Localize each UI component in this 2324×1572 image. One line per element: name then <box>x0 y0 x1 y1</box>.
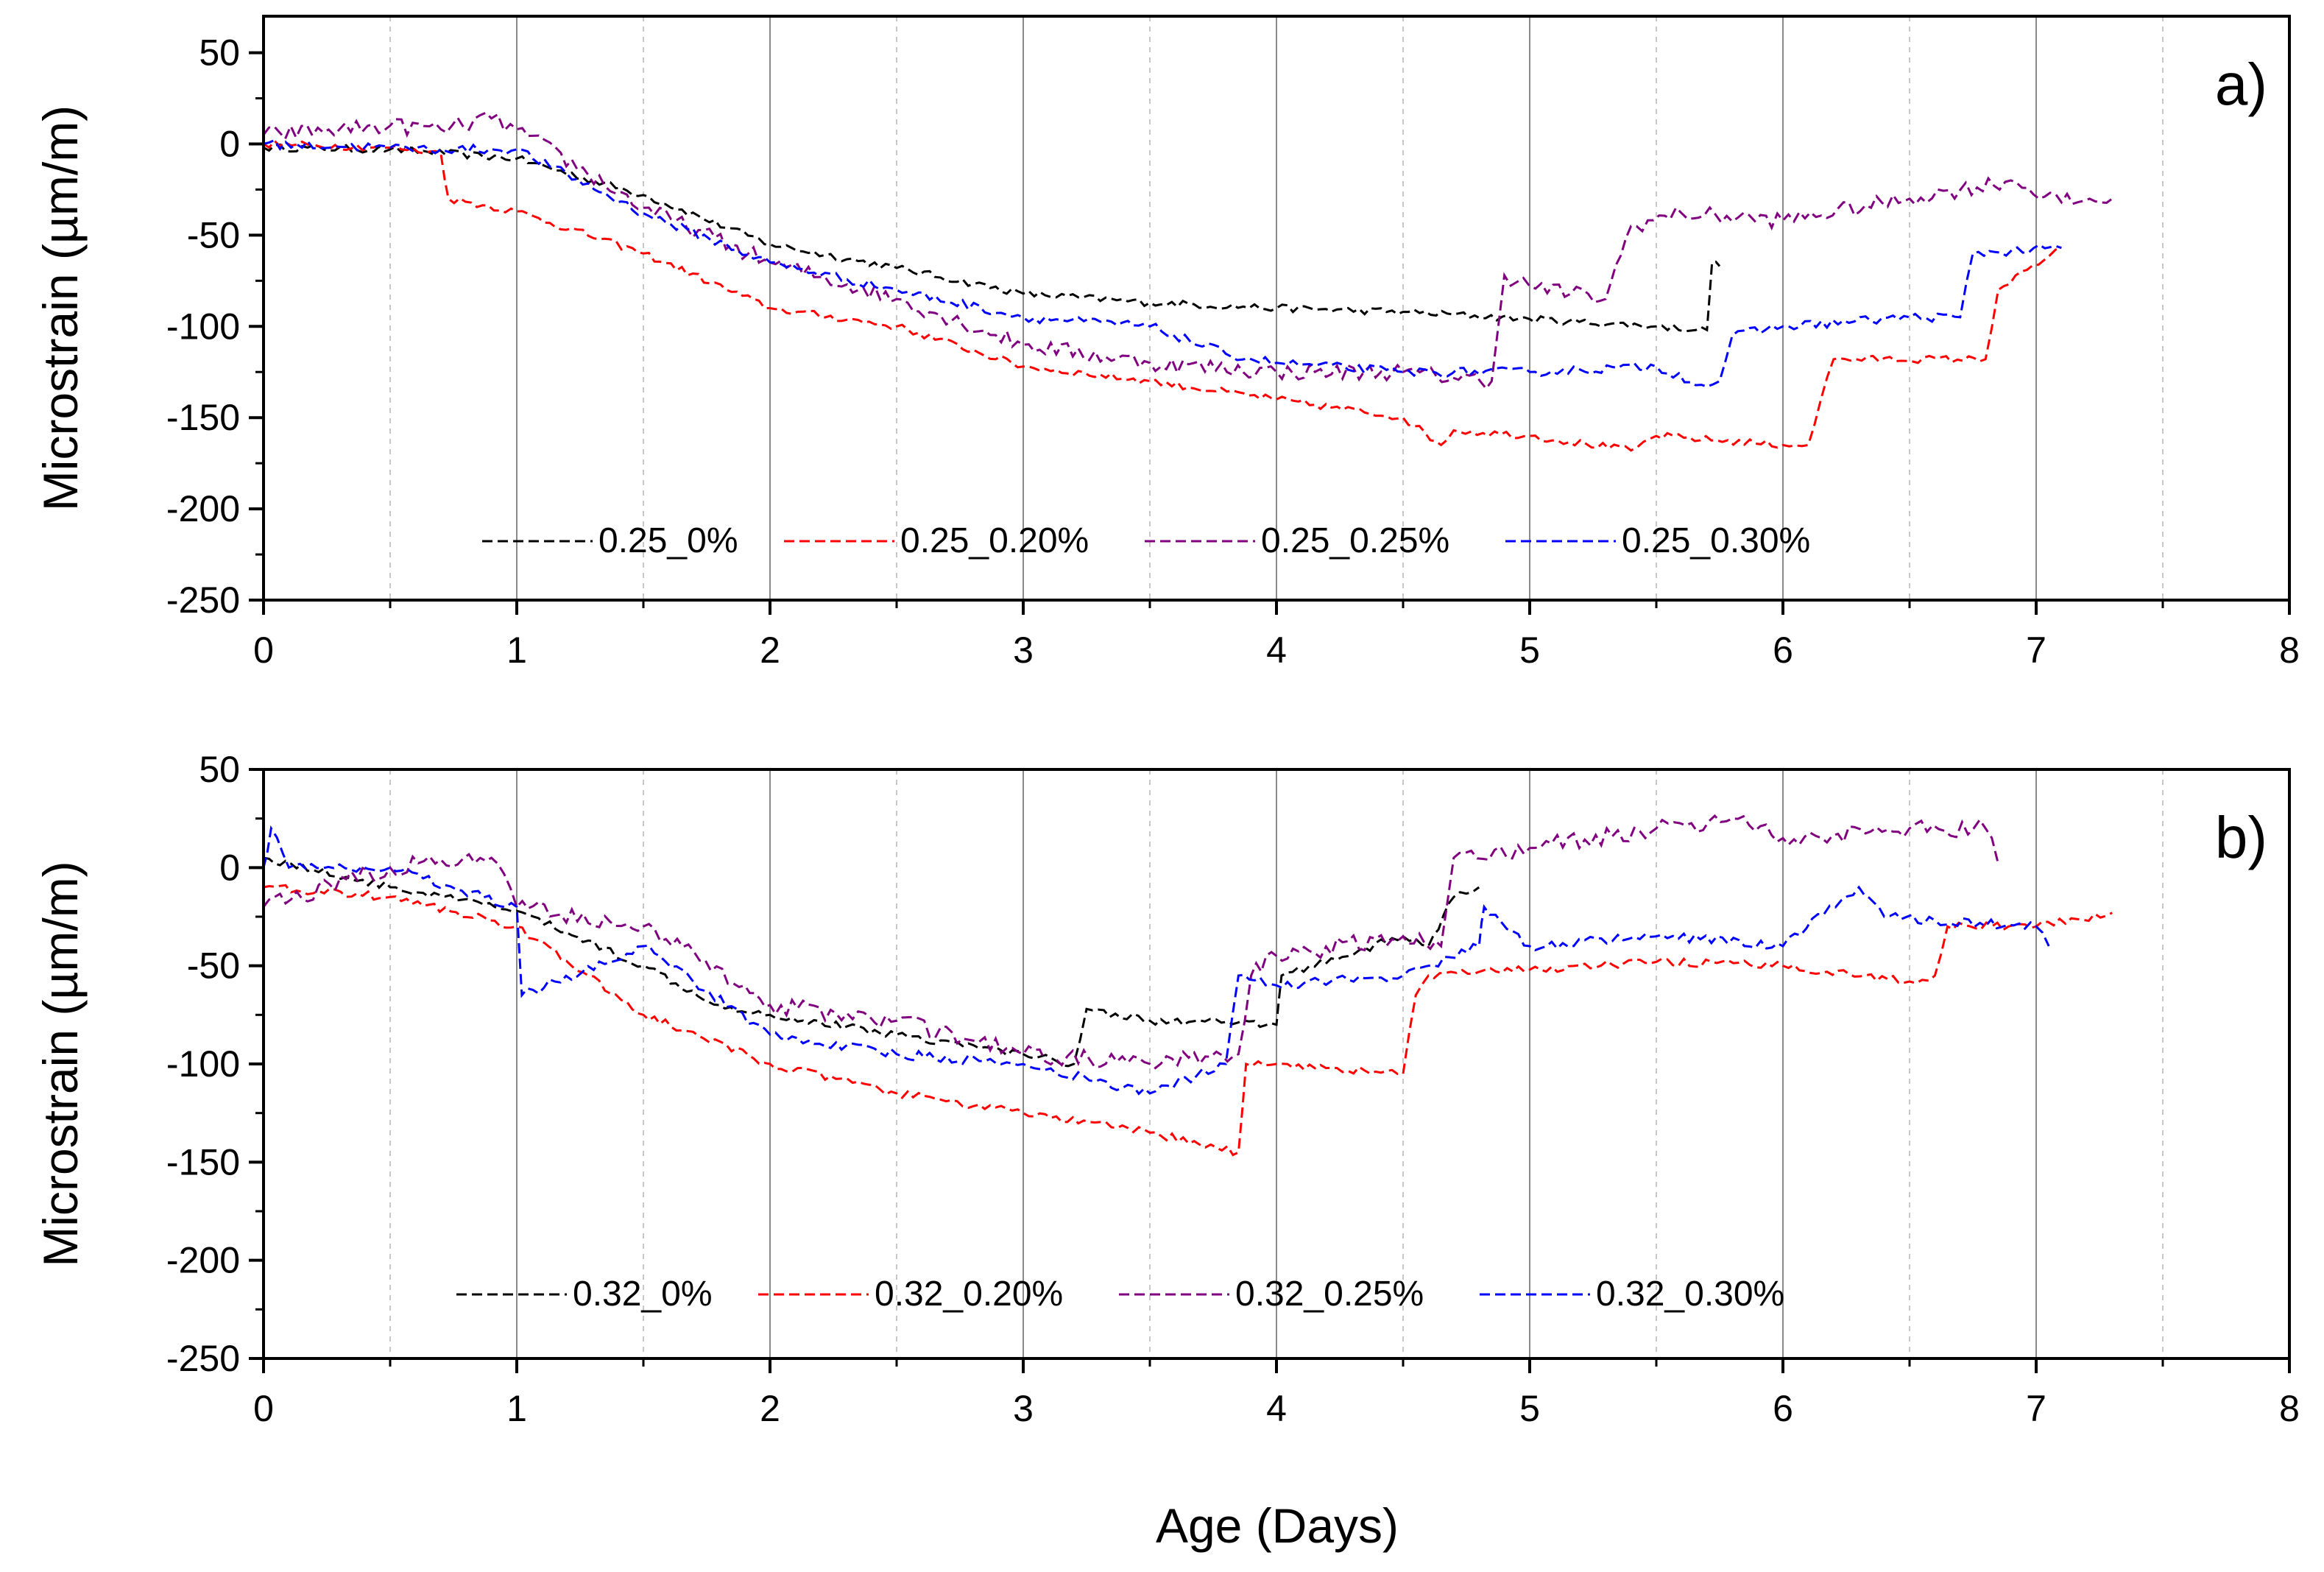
y-tick-label: -250 <box>166 579 240 621</box>
y-axis-title: Microstrain (µm/m) <box>33 861 88 1266</box>
x-tick-label: 3 <box>1013 630 1034 671</box>
panel-a: 50 0 -50 -100 -150 -200 -250 0 1 2 3 4 5 6 7 8 Microstra… <box>33 15 2300 671</box>
y-tick-label: -150 <box>166 1141 240 1182</box>
y-tick-label: -100 <box>166 1043 240 1085</box>
x-tick-label: 6 <box>1773 1388 1793 1429</box>
x-tick-label: 6 <box>1773 630 1793 671</box>
legend-label: 0.25_0.30% <box>1622 521 1810 560</box>
legend-label: 0.25_0% <box>598 521 738 560</box>
series-line <box>262 814 1999 1070</box>
x-tick-label: 2 <box>760 1388 780 1429</box>
legend-label: 0.32_0.30% <box>1596 1275 1784 1314</box>
panel-label: b) <box>2215 805 2267 870</box>
y-tick-label: -250 <box>166 1338 240 1379</box>
x-tick-label: 1 <box>506 1388 527 1429</box>
y-tick-label: -50 <box>187 214 240 255</box>
x-tick-label: 5 <box>1519 630 1540 671</box>
x-tick-label: 8 <box>2279 1388 2300 1429</box>
x-axis-title: Age (Days) <box>1156 1498 1399 1553</box>
y-tick-label: -100 <box>166 306 240 347</box>
y-tick-label: 0 <box>219 123 240 164</box>
x-tick-label: 5 <box>1519 1388 1540 1429</box>
series-line <box>263 143 1721 333</box>
x-tick-label: 4 <box>1266 630 1287 671</box>
series-line <box>262 111 2113 391</box>
x-tick-label: 8 <box>2279 630 2300 671</box>
y-tick-label: 50 <box>199 749 240 790</box>
x-tick-label: 4 <box>1266 1388 1287 1429</box>
y-tick-label: -50 <box>187 945 240 987</box>
series-line <box>263 138 2062 388</box>
x-tick-label: 1 <box>506 630 527 671</box>
x-tick-label: 2 <box>760 630 780 671</box>
y-tick-label: -200 <box>166 1240 240 1281</box>
x-tick-label: 0 <box>253 1388 274 1429</box>
series-line <box>263 139 2062 452</box>
panel-label: a) <box>2215 52 2267 117</box>
legend-label: 0.25_0.20% <box>900 521 1089 560</box>
x-tick-label: 3 <box>1013 1388 1034 1429</box>
y-tick-label: -150 <box>166 397 240 438</box>
y-tick-label: -200 <box>166 488 240 529</box>
y-tick-label: 0 <box>219 847 240 888</box>
legend-label: 0.25_0.25% <box>1261 521 1449 560</box>
y-tick-label: 50 <box>199 32 240 74</box>
y-axis-title: Microstrain (µm/m) <box>33 105 88 511</box>
series-line <box>263 884 2113 1157</box>
legend-label: 0.32_0.25% <box>1235 1275 1424 1314</box>
x-tick-label: 7 <box>2026 1388 2046 1429</box>
legend-label: 0.32_0.20% <box>875 1275 1063 1314</box>
series-line <box>262 825 2050 1096</box>
panel-b: 50 0 -50 -100 -150 -200 -250 0 1 2 3 4 5 6 7 8 Microstra… <box>33 749 2300 1429</box>
series-line <box>263 856 1480 1068</box>
legend-label: 0.32_0% <box>573 1275 713 1314</box>
x-tick-label: 0 <box>253 630 274 671</box>
x-tick-label: 7 <box>2026 630 2046 671</box>
